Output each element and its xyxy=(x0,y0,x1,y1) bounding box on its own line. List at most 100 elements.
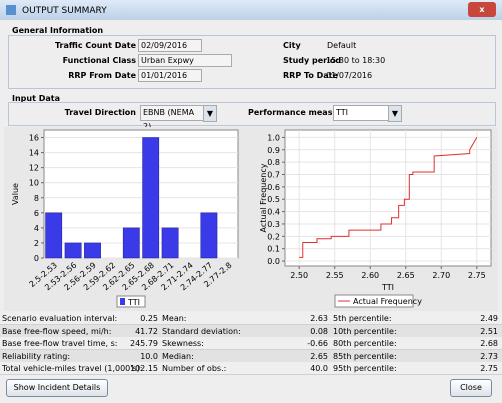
legend-box xyxy=(116,295,146,308)
bar xyxy=(64,242,82,259)
stats-row: Base free-flow speed, mi/h: 41.72 Standard… xyxy=(0,324,502,338)
y-tick-label: 0.9 xyxy=(267,146,280,155)
y-tick-label: 8 xyxy=(34,194,39,203)
bar xyxy=(45,212,63,259)
y-tick-label: 6 xyxy=(34,209,39,218)
y-tick-label: 0.3 xyxy=(267,220,280,229)
field-label: RRP From Date xyxy=(68,71,136,80)
y-tick-label: 14 xyxy=(29,149,39,158)
stat-value: 0.08 xyxy=(310,326,328,336)
x-tick-label: 2.50 xyxy=(290,271,308,280)
stat-value: 2.73 xyxy=(480,351,498,361)
legend-swatch xyxy=(120,298,125,305)
x-tick-label: 2.70 xyxy=(432,271,450,280)
stat-label: 85th percentile: xyxy=(333,351,397,361)
dropdown[interactable]: EBNB (NEMA 2) xyxy=(140,105,204,131)
y-axis-label: Actual Frequency xyxy=(259,163,268,232)
field-value: Default xyxy=(327,41,357,50)
field-value: Urban Expwy xyxy=(138,54,232,67)
x-tick-label: 2.60 xyxy=(361,271,379,280)
line xyxy=(299,137,478,258)
field-value: 01/01/2016 xyxy=(138,69,202,82)
button[interactable]: Show Incident Details xyxy=(6,379,108,397)
x-tick-label: 2.65 xyxy=(397,271,415,280)
y-tick-label: 2 xyxy=(34,239,39,248)
legend-box xyxy=(334,294,414,308)
stat-value: 245.79 xyxy=(130,339,158,349)
stat-label: 10th percentile: xyxy=(333,326,397,336)
bar xyxy=(84,242,101,259)
bar xyxy=(122,227,140,259)
stat-value: 40.0 xyxy=(310,364,328,374)
y-tick-label: 12 xyxy=(29,164,39,173)
dropdown-arrow[interactable]: ▼ xyxy=(203,105,217,122)
x-axis-label: TTI xyxy=(381,283,394,292)
legend-label: TTI xyxy=(127,298,140,307)
section-title: Input Data xyxy=(12,94,60,103)
y-tick-label: 4 xyxy=(34,224,39,233)
stats-row: Total vehicle-miles travel (1,000's): 102… xyxy=(0,362,502,376)
stat-label: Mean: xyxy=(162,314,187,323)
stat-value: 0.25 xyxy=(140,314,158,323)
field-label: Traffic Count Date xyxy=(54,41,136,50)
dropdown-arrow[interactable]: ▼ xyxy=(388,105,402,122)
stats-row: Base free-flow travel time, s: 245.79 Skew… xyxy=(0,337,502,351)
stat-label: Base free-flow travel time, s: xyxy=(2,339,118,349)
charts-panel: 02468101214162.5-2.532.53-2.562.56-2.592… xyxy=(4,127,498,311)
button[interactable]: Close xyxy=(450,379,492,397)
field-label: Travel Direction xyxy=(64,108,136,117)
stat-label: 5th percentile: xyxy=(333,314,392,323)
section-title: General Information xyxy=(12,26,104,35)
field-label: RRP To Date xyxy=(283,71,338,80)
stat-label: Reliability rating: xyxy=(2,351,71,361)
y-tick-label: 0.1 xyxy=(267,245,280,254)
legend-label: Actual Frequency xyxy=(353,297,422,306)
panel xyxy=(8,102,496,126)
bar xyxy=(161,227,179,259)
stat-label: 80th percentile: xyxy=(333,339,397,349)
y-tick-label: 10 xyxy=(29,179,39,188)
y-tick-label: 0.8 xyxy=(267,158,280,167)
stat-label: Median: xyxy=(162,351,194,361)
stat-label: Scenario evaluation interval: xyxy=(2,314,118,323)
stat-value: 2.63 xyxy=(310,314,328,323)
stat-label: 95th percentile: xyxy=(333,364,397,374)
stat-value: 102.15 xyxy=(130,364,158,374)
title-bar xyxy=(0,0,502,20)
y-axis-label: Value xyxy=(11,183,20,205)
stats-row: Scenario evaluation interval: 0.25 Mean: 2.… xyxy=(0,312,502,325)
field-label: Functional Class xyxy=(62,56,136,65)
stat-value: 2.49 xyxy=(480,314,498,323)
stat-value: 41.72 xyxy=(135,326,158,336)
stat-value: 2.51 xyxy=(480,326,498,336)
stat-label: Skewness: xyxy=(162,339,204,349)
y-tick-label: 1.0 xyxy=(267,133,280,142)
stat-value: 2.65 xyxy=(310,351,328,361)
field-value: 15:30 to 18:30 xyxy=(326,56,386,65)
plot-area xyxy=(284,129,492,267)
dropdown[interactable]: TTI xyxy=(333,105,389,121)
stats-row: Reliability rating: 10.0 Median: 2.65 85th p… xyxy=(0,349,502,363)
close-window[interactable]: x xyxy=(468,2,496,17)
y-tick-label: 0.5 xyxy=(267,195,280,204)
stat-label: Total vehicle-miles travel (1,000's): xyxy=(2,364,143,374)
panel xyxy=(8,35,496,89)
y-tick-label: 0.7 xyxy=(267,171,280,180)
y-tick-label: 0.2 xyxy=(267,232,280,241)
x-tick-label: 2.75 xyxy=(468,271,486,280)
app-icon xyxy=(6,5,16,15)
stat-label: Standard deviation: xyxy=(162,326,241,336)
y-tick-label: 0.0 xyxy=(267,257,280,266)
stat-value: 2.68 xyxy=(480,339,498,349)
field-value: 01/07/2016 xyxy=(326,71,373,80)
stat-value: 10.0 xyxy=(140,351,158,361)
y-tick-label: 0 xyxy=(34,254,39,263)
field-label: City xyxy=(283,41,301,50)
y-tick-label: 0.4 xyxy=(267,208,280,217)
bar xyxy=(142,137,160,259)
stat-value: -0.66 xyxy=(307,339,328,349)
stat-label: Number of obs.: xyxy=(162,364,227,374)
field-label: Study period xyxy=(283,56,342,65)
field-label: Performance measure xyxy=(248,108,348,117)
